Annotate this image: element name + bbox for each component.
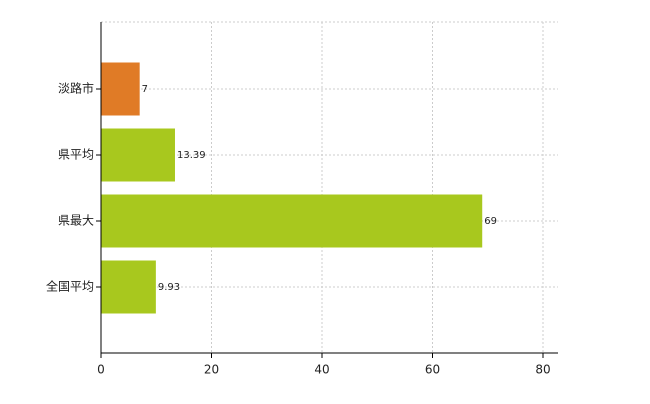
y-tick-label: 県平均 [58,148,94,162]
value-label: 13.39 [177,150,206,161]
x-tick-label: 0 [97,363,105,377]
value-label: 9.93 [158,282,180,293]
x-tick-label: 40 [314,363,329,377]
bar [101,260,156,314]
y-tick-label: 淡路市 [58,81,94,96]
x-tick-label: 20 [204,363,219,377]
value-label: 7 [142,84,148,95]
value-label: 69 [484,216,497,227]
bar [101,128,175,182]
bar [101,194,483,248]
x-tick-label: 80 [535,363,550,377]
y-tick-label: 県最大 [58,214,94,228]
bar [101,62,140,116]
x-tick-label: 60 [425,363,440,377]
y-tick-label: 全国平均 [46,279,94,294]
